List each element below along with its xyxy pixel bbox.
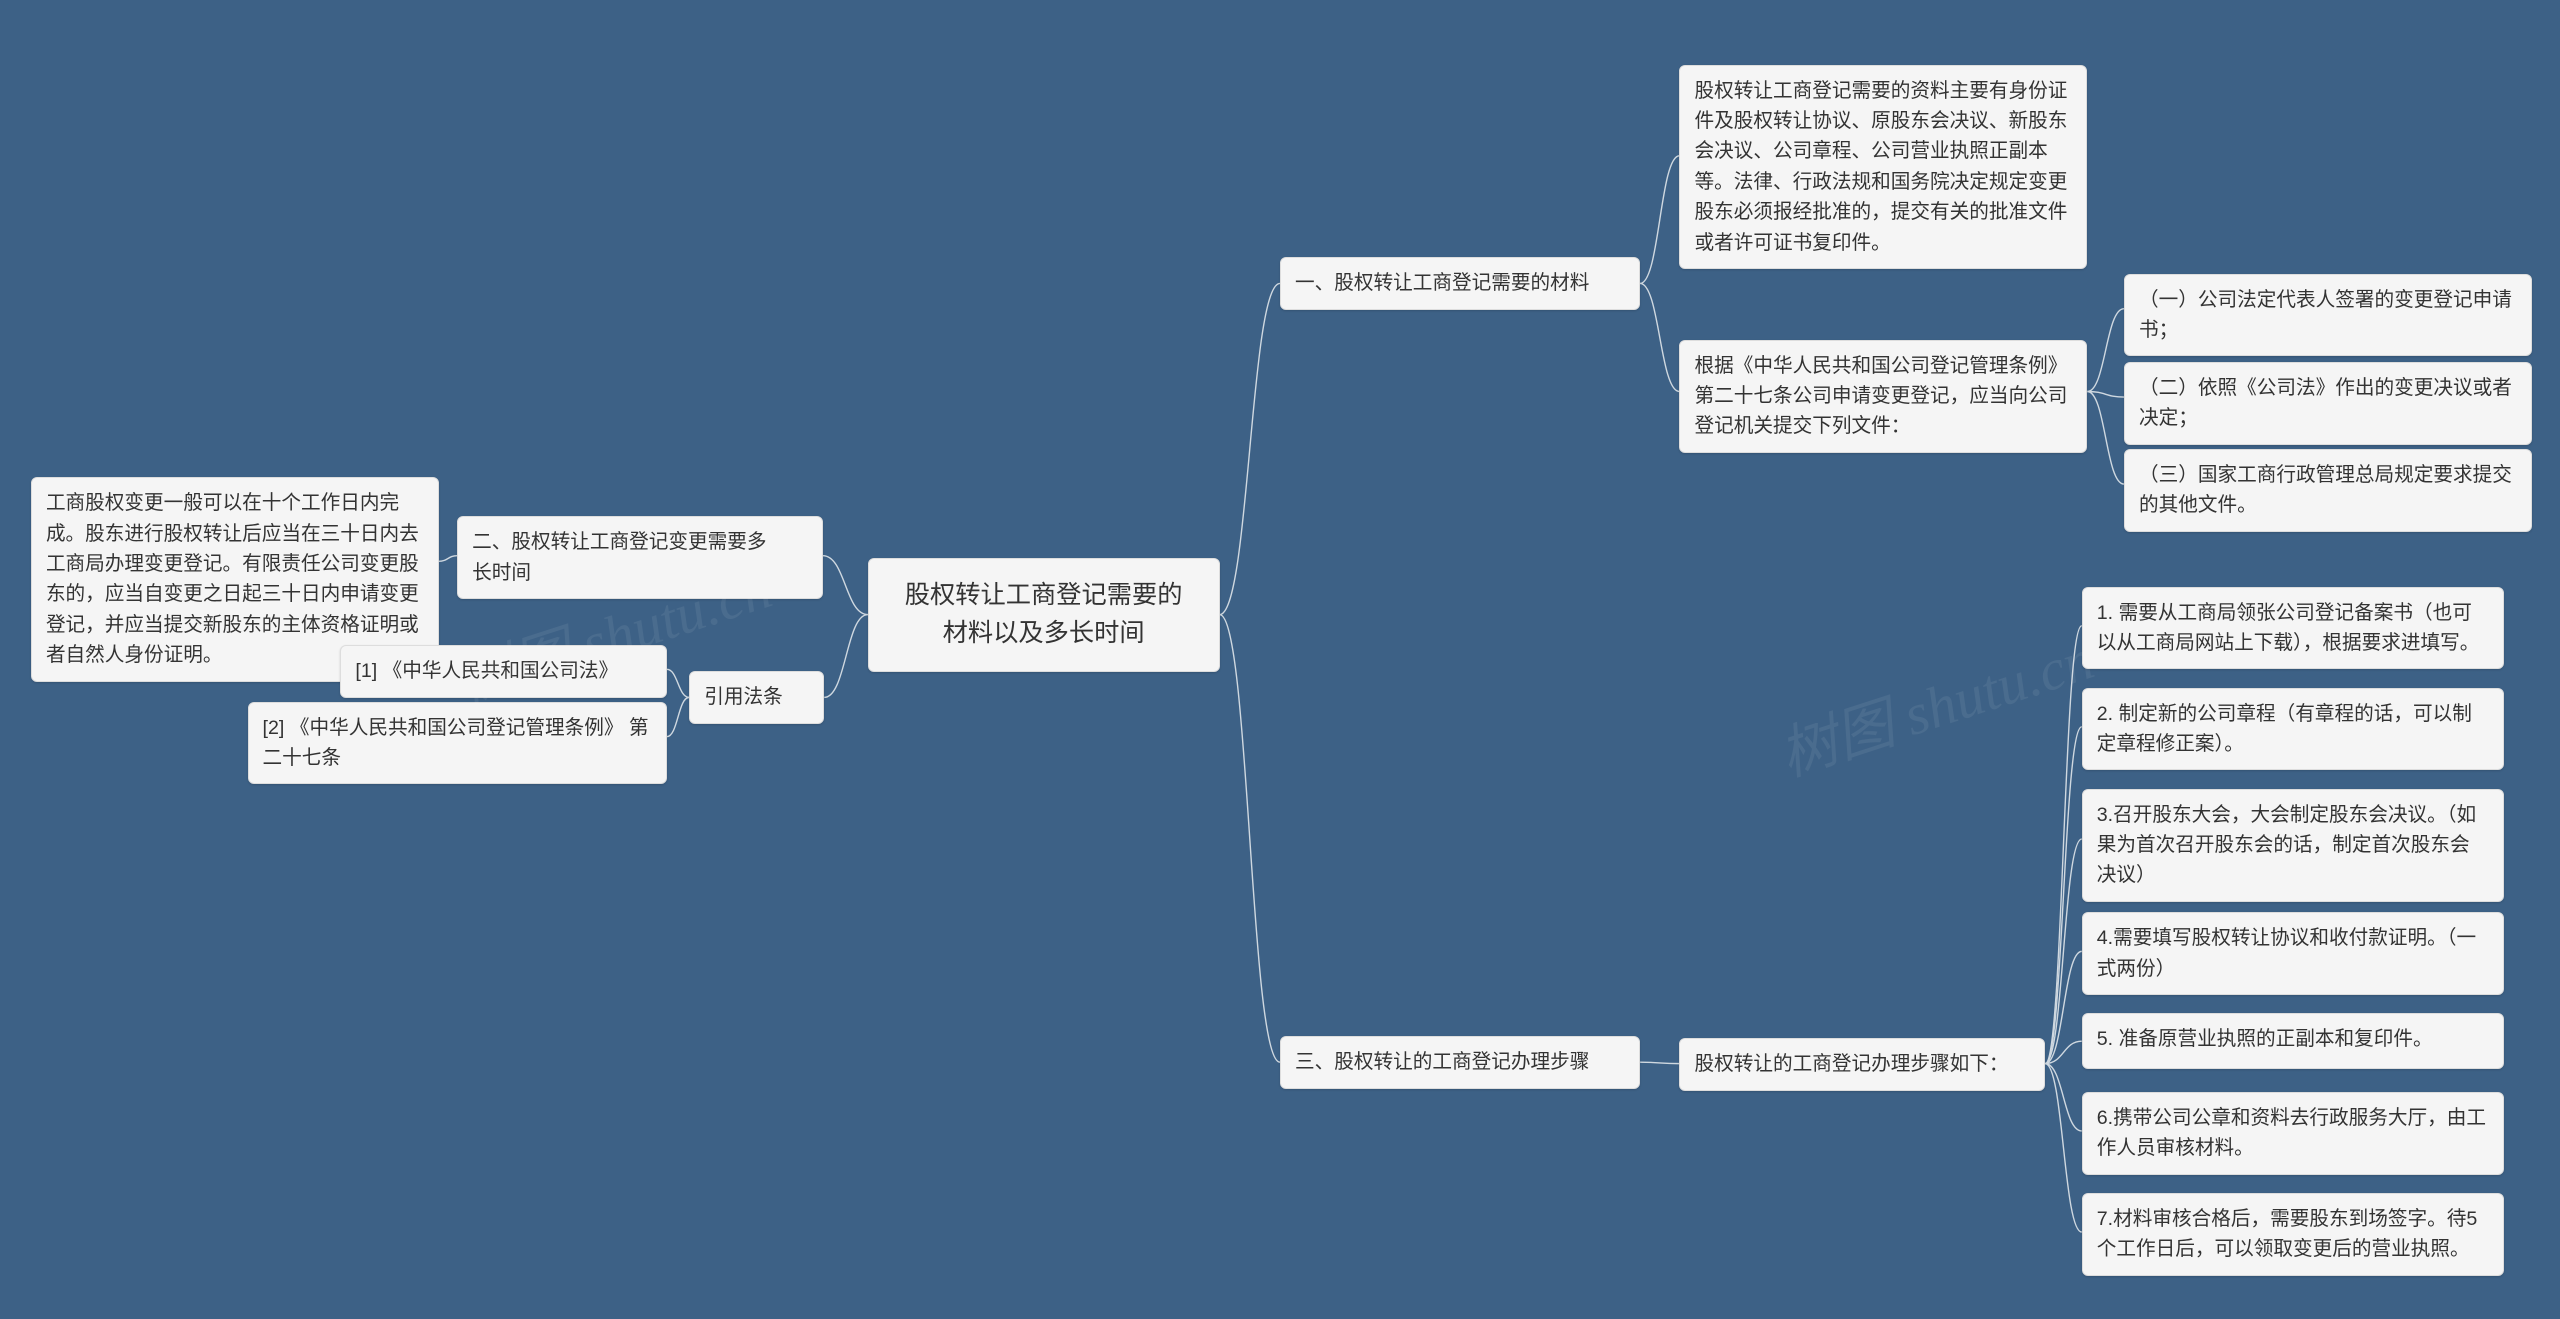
mindmap-node: （二）依照《公司法》作出的变更决议或者决定； [2124,362,2532,445]
mindmap-node: 6.携带公司公章和资料去行政服务大厅，由工作人员审核材料。 [2082,1092,2504,1175]
mindmap-node: （一）公司法定代表人签署的变更登记申请书； [2124,274,2532,357]
mindmap-node: 股权转让工商登记需要的资料主要有身份证件及股权转让协议、原股东会决议、新股东会决… [1679,65,2087,270]
mindmap-node: 三、股权转让的工商登记办理步骤 [1280,1036,1640,1089]
mindmap-node: 股权转让的工商登记办理步骤如下： [1679,1038,2045,1090]
mindmap-node: 3.召开股东大会，大会制定股东会决议。（如果为首次召开股东会的话，制定首次股东会… [2082,789,2504,902]
mindmap-node: [2] 《中华人民共和国公司登记管理条例》 第二十七条 [248,702,667,785]
mindmap-node: [1] 《中华人民共和国公司法》 [340,645,666,697]
mindmap-node: 根据《中华人民共和国公司登记管理条例》第二十七条公司申请变更登记，应当向公司登记… [1679,340,2087,453]
mindmap-node: 4.需要填写股权转让协议和收付款证明。（一式两份） [2082,912,2504,995]
mindmap-node: 2. 制定新的公司章程（有章程的话，可以制定章程修正案）。 [2082,688,2504,771]
mindmap-node: 5. 准备原营业执照的正副本和复印件。 [2082,1013,2504,1069]
mindmap-node: 二、股权转让工商登记变更需要多 长时间 [457,516,823,599]
mindmap-node: 股权转让工商登记需要的 材料以及多长时间 [868,558,1220,672]
mindmap-node: 7.材料审核合格后，需要股东到场签字。待5个工作日后，可以领取变更后的营业执照。 [2082,1193,2504,1276]
mindmap-node: 引用法条 [689,671,824,724]
mindmap-node: 一、股权转让工商登记需要的材料 [1280,257,1640,310]
mindmap-node: （三）国家工商行政管理总局规定要求提交的其他文件。 [2124,449,2532,532]
mindmap-node: 1. 需要从工商局领张公司登记备案书（也可以从工商局网站上下载），根据要求进填写… [2082,587,2504,670]
watermark: 树图 shutu.cn [1767,611,2102,791]
